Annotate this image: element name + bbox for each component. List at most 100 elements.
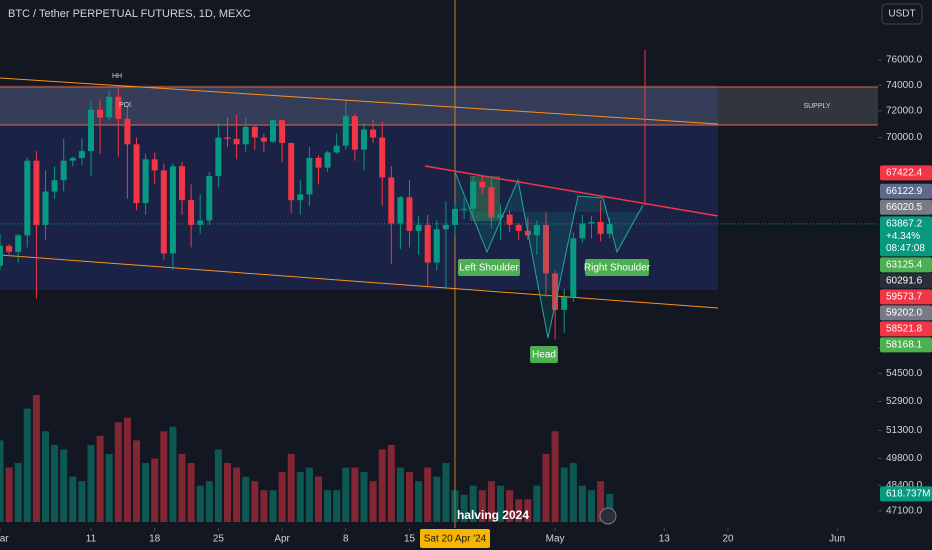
candle-body (342, 116, 349, 146)
volume-bar (160, 431, 168, 522)
volume-bar (278, 472, 286, 522)
candle-body (570, 238, 577, 298)
candle-body (179, 166, 185, 201)
volume-bar (305, 467, 313, 522)
y-tick-label: 49800.0 (886, 453, 923, 464)
candle-body (588, 221, 595, 224)
candle-body (297, 194, 304, 201)
candle-body (543, 224, 549, 274)
volume-bar (369, 481, 377, 522)
candle-body (415, 224, 422, 231)
y-tick-label: 76000.0 (886, 55, 923, 66)
candle-body (270, 120, 276, 142)
volume-bar (0, 440, 4, 522)
candle-body (0, 245, 3, 266)
volume-bar (14, 463, 22, 522)
volume-bar (442, 463, 450, 522)
crosshair-box (420, 529, 490, 548)
candle-body (242, 126, 249, 145)
y-tick-label: 54500.0 (886, 368, 923, 379)
volume-bar (142, 463, 150, 522)
volume-bar (406, 472, 413, 522)
volume-bar (23, 408, 31, 522)
volume-bar (114, 422, 122, 522)
candle-body (533, 224, 540, 236)
candle-body (115, 96, 122, 119)
volume-bar (269, 490, 277, 522)
price-label: 63867.2 (886, 219, 923, 230)
drawings-back (0, 0, 878, 528)
volume-bar (588, 490, 595, 522)
candle-body (606, 223, 613, 234)
volume-bar (597, 481, 605, 522)
volume-bar (205, 481, 213, 522)
pattern-fill (455, 172, 643, 338)
candle-body (78, 151, 85, 158)
supply-label: SUPPLY (803, 103, 830, 110)
price-label: 59202.0 (886, 308, 923, 319)
candle-body (197, 220, 204, 225)
event-icon[interactable] (599, 507, 617, 525)
price-countdown: 08:47:08 (886, 243, 925, 254)
candle-body (406, 197, 413, 231)
crosshair-label: Sat 20 Apr '24 (424, 534, 487, 545)
volume-bar (515, 499, 523, 522)
head-box (530, 346, 558, 363)
price-label-box (880, 165, 932, 181)
neckline (424, 165, 719, 217)
price-label-box (880, 216, 932, 257)
volume-bar (342, 467, 350, 522)
volume-bar (251, 481, 259, 522)
candle-body (15, 235, 22, 252)
x-tick-label: May (546, 534, 565, 545)
price-label: 67422.4 (886, 168, 923, 179)
price-label-box (880, 305, 932, 321)
right-shoulder-label: Right Shoulder (584, 263, 651, 274)
x-tick-label: Jun (829, 534, 845, 545)
candles (0, 87, 613, 340)
volume-bar (287, 453, 295, 522)
volume-label: 618.737M (886, 489, 930, 500)
volume-bar (396, 467, 404, 522)
candle-body (233, 138, 240, 145)
currency-button[interactable] (881, 3, 923, 25)
candle-body (206, 175, 213, 221)
volume-bar (560, 467, 568, 522)
candle-body (106, 96, 113, 118)
volume-bar (51, 444, 59, 522)
event-label: halving 2024 (457, 508, 529, 522)
candle-body (124, 118, 131, 145)
candle-body (397, 197, 404, 224)
candle-body (51, 180, 58, 192)
candle-body (361, 129, 367, 150)
head-label: Head (532, 350, 556, 361)
x-tick-label: 11 (86, 534, 97, 545)
volume-bar (333, 490, 341, 522)
candle-body (424, 224, 431, 263)
candle-body (370, 129, 377, 138)
volume-bar (506, 490, 514, 522)
candle-body (160, 170, 167, 254)
price-label: 59573.7 (886, 292, 923, 303)
candle-body (333, 145, 340, 153)
x-tick-label: 13 (659, 534, 671, 545)
volume-bar (433, 476, 441, 522)
volume-bar (351, 467, 359, 522)
volume-bar (233, 467, 241, 522)
volume-bar (87, 444, 95, 522)
axes: 76000.074000.072000.070000.056000.054500… (0, 55, 932, 548)
candle-body (306, 157, 313, 195)
volume-bar (533, 485, 541, 522)
candle-body (597, 221, 604, 234)
volume-bar (133, 440, 140, 522)
right-shoulder-box (585, 259, 649, 276)
x-tick-label: 20 (722, 534, 734, 545)
volume-bar (497, 485, 504, 522)
volume-bar (324, 490, 332, 522)
x-tick-label: Mar (0, 534, 9, 545)
candle-body (188, 200, 195, 225)
candle-body (388, 177, 395, 224)
price-label-box (880, 321, 932, 337)
candle-body (60, 160, 67, 181)
